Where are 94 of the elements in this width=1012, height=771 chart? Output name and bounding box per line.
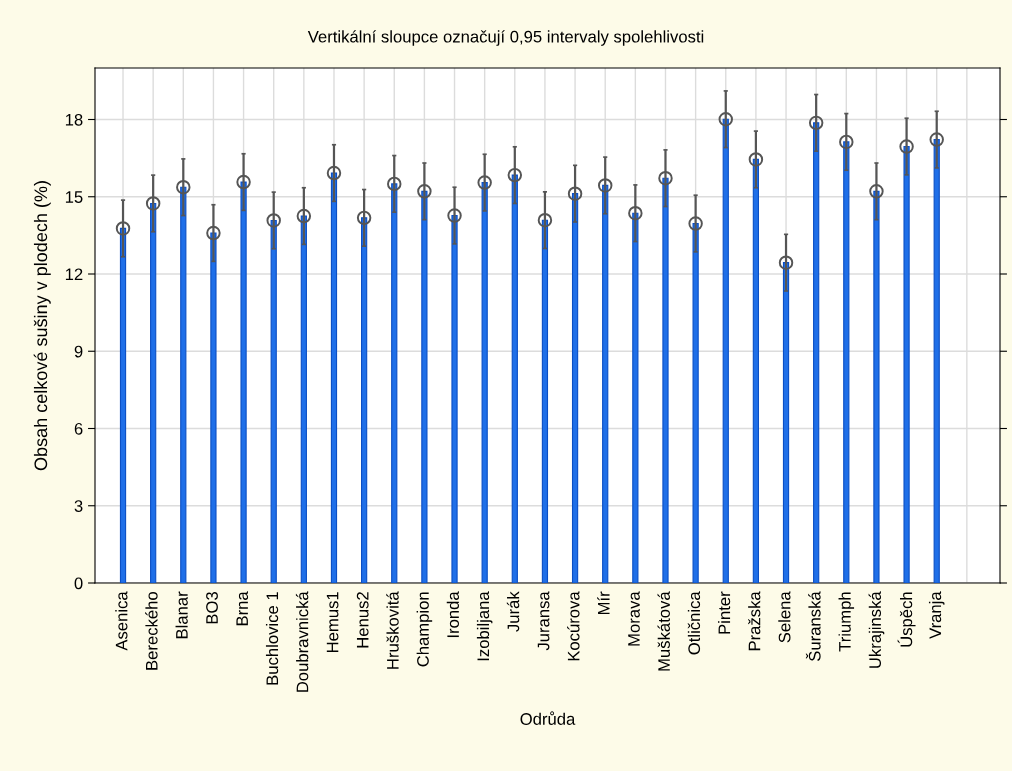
point (688, 216, 703, 231)
x-tick-label: Vranja (928, 591, 945, 639)
bar (662, 177, 669, 583)
x-tick-label: Buchlovice 1 (265, 592, 279, 685)
point (899, 139, 914, 154)
point (447, 208, 462, 223)
x-tick-label: Úspěch (897, 592, 916, 647)
x-tick-label: Asenica (115, 591, 128, 651)
bar (481, 182, 488, 583)
point (206, 225, 221, 241)
x-tick-label: Triumph (838, 592, 855, 652)
y-axis-title: Obsah celkové sušiny v plodech (%) (33, 181, 51, 471)
bar (119, 227, 127, 583)
bar (270, 219, 277, 583)
bar (632, 212, 639, 583)
bar (813, 122, 820, 583)
point (356, 210, 372, 226)
chart-title: Vertikální sloupce označují 0,95 intervaly spolehlivosti (307, 30, 704, 46)
x-tick-label: Mír (597, 591, 610, 615)
x-tick-label: Hruškovitá (386, 591, 399, 669)
x-tick-label: Ironda (446, 591, 459, 638)
x-tick-label: Pražska (748, 591, 761, 651)
bar (180, 186, 187, 583)
bar (843, 141, 850, 583)
point (778, 255, 794, 270)
y-tick-label: 12 (65, 268, 83, 281)
bar (240, 181, 247, 583)
x-tick-label: Henus2 (356, 592, 369, 648)
bar (933, 139, 940, 583)
x-tick-label: Selena (778, 591, 791, 643)
point (748, 152, 764, 167)
point (929, 132, 944, 147)
point (326, 165, 342, 181)
x-tick-label: Blanar (175, 591, 188, 639)
bar (451, 214, 458, 583)
point (597, 178, 613, 193)
x-tick-label: BO3 (206, 592, 218, 624)
bar (692, 222, 699, 583)
bar (903, 145, 910, 583)
x-tick-label: Šuranská (805, 591, 821, 661)
x-tick-label: Morava (628, 591, 640, 646)
point (477, 175, 492, 190)
x-tick-label: Bereckého (145, 592, 158, 670)
point (115, 221, 131, 236)
point (658, 170, 673, 186)
bar (541, 219, 549, 583)
bar (300, 215, 307, 583)
point (839, 134, 854, 150)
bar (421, 190, 428, 583)
x-tick-label: Jurák (506, 591, 520, 632)
point (628, 206, 643, 221)
bar (361, 217, 368, 583)
point (869, 184, 884, 199)
point (718, 112, 733, 127)
bar (752, 158, 760, 583)
x-tick-label: Ukrajinská (868, 591, 885, 668)
x-tick-label: Muškátová (657, 591, 670, 671)
y-tick-label: 9 (74, 345, 83, 358)
x-tick-label: Doubravnická (295, 591, 309, 692)
x-tick-label: Champion (416, 592, 433, 667)
bar (210, 232, 217, 583)
bar (150, 202, 157, 583)
point (537, 212, 553, 228)
point (296, 208, 312, 224)
point (808, 115, 824, 131)
point (507, 167, 523, 183)
bar (602, 184, 609, 583)
x-tick-label: Kocúrova (567, 591, 580, 661)
point (387, 176, 402, 192)
point (176, 180, 191, 195)
y-tick-label: 3 (74, 500, 83, 512)
y-tick-label: 0 (74, 577, 83, 590)
point (266, 213, 281, 228)
bar (511, 174, 518, 583)
y-tick-label: 15 (65, 191, 83, 203)
x-tick-label: Otličnica (687, 591, 701, 655)
point (236, 174, 251, 190)
x-tick-label: Pinter (717, 591, 731, 634)
bar (722, 118, 729, 583)
x-tick-label: Izobiljana (476, 591, 493, 661)
bar (571, 193, 579, 583)
x-tick-label: Juransa (537, 591, 550, 651)
bar (873, 190, 880, 583)
bar (782, 262, 790, 583)
x-axis-title: Odrůda (520, 711, 576, 725)
point (145, 196, 161, 211)
point (417, 184, 432, 199)
x-tick-label: Hemus1 (326, 592, 339, 653)
y-tick-label: 6 (74, 422, 83, 435)
bar (330, 172, 338, 583)
x-tick-label: Brna (236, 591, 249, 626)
bar (391, 183, 398, 583)
point (567, 186, 583, 201)
y-tick-label: 18 (65, 113, 83, 126)
